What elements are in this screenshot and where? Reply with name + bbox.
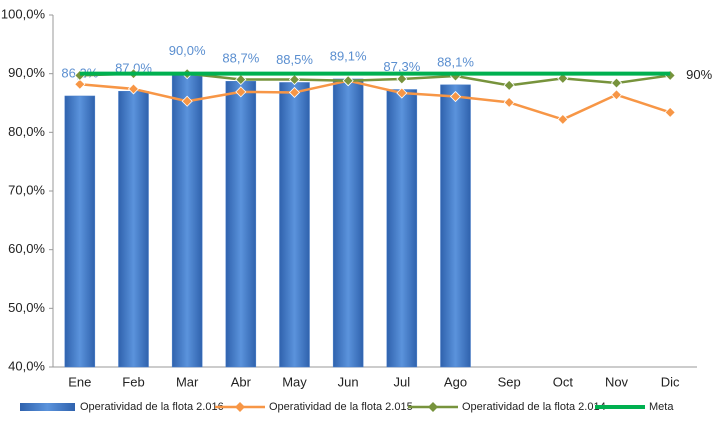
- marker: [557, 72, 569, 84]
- bar: [440, 84, 471, 368]
- x-tick-label: Feb: [122, 374, 144, 389]
- y-tick-label: 40,0%: [8, 358, 45, 373]
- data-label: 90%: [686, 67, 712, 82]
- legend-swatch: [20, 403, 75, 411]
- bar: [332, 78, 364, 368]
- marker: [288, 86, 301, 99]
- legend-label: Operatividad de la flota 2.014: [462, 401, 606, 413]
- data-label: 88,5%: [276, 52, 313, 67]
- bar: [386, 89, 418, 368]
- x-tick-label: Oct: [553, 374, 574, 389]
- legend-marker: [428, 402, 438, 412]
- y-tick-label: 70,0%: [8, 182, 45, 197]
- marker: [449, 90, 462, 103]
- legend-label: Meta: [649, 401, 674, 413]
- bar: [225, 81, 257, 368]
- marker: [396, 87, 408, 99]
- marker: [503, 96, 515, 108]
- data-label: 88,1%: [437, 54, 474, 69]
- data-label: 89,1%: [330, 48, 367, 63]
- y-tick-label: 90,0%: [8, 65, 45, 80]
- legend-label: Operatividad de la flota 2.015: [269, 401, 413, 413]
- y-tick-label: 100,0%: [1, 6, 46, 21]
- marker: [74, 78, 86, 90]
- marker: [181, 95, 193, 107]
- bar: [171, 73, 203, 368]
- marker: [664, 106, 676, 118]
- y-tick-label: 60,0%: [8, 241, 45, 256]
- marker: [288, 73, 301, 86]
- bar: [118, 91, 149, 368]
- marker: [396, 73, 408, 85]
- x-tick-label: Mar: [176, 374, 199, 389]
- line: [79, 79, 671, 121]
- bar: [279, 82, 310, 368]
- marker: [610, 77, 623, 89]
- marker: [557, 113, 569, 125]
- data-label: 87,3%: [383, 59, 420, 74]
- x-tick-label: Dic: [661, 374, 680, 389]
- x-tick-label: Ene: [68, 374, 91, 389]
- marker: [610, 89, 623, 101]
- y-tick-label: 80,0%: [8, 124, 45, 139]
- marker: [235, 73, 247, 86]
- x-tick-label: Ago: [444, 374, 467, 389]
- data-label: 88,7%: [222, 51, 259, 66]
- y-tick-label: 50,0%: [8, 300, 45, 315]
- marker: [342, 75, 354, 87]
- x-tick-label: Jul: [394, 374, 411, 389]
- legend-label: Operatividad de la flota 2.016: [80, 401, 224, 413]
- x-tick-label: Sep: [498, 374, 521, 389]
- x-tick-label: May: [282, 374, 307, 389]
- marker: [127, 83, 140, 95]
- legend-marker: [235, 402, 245, 412]
- marker: [503, 79, 515, 91]
- bar: [64, 95, 96, 368]
- marker: [235, 86, 247, 98]
- x-tick-label: Abr: [231, 374, 252, 389]
- x-tick-label: Jun: [338, 374, 359, 389]
- data-label: 90,0%: [169, 43, 206, 58]
- x-tick-label: Nov: [605, 374, 629, 389]
